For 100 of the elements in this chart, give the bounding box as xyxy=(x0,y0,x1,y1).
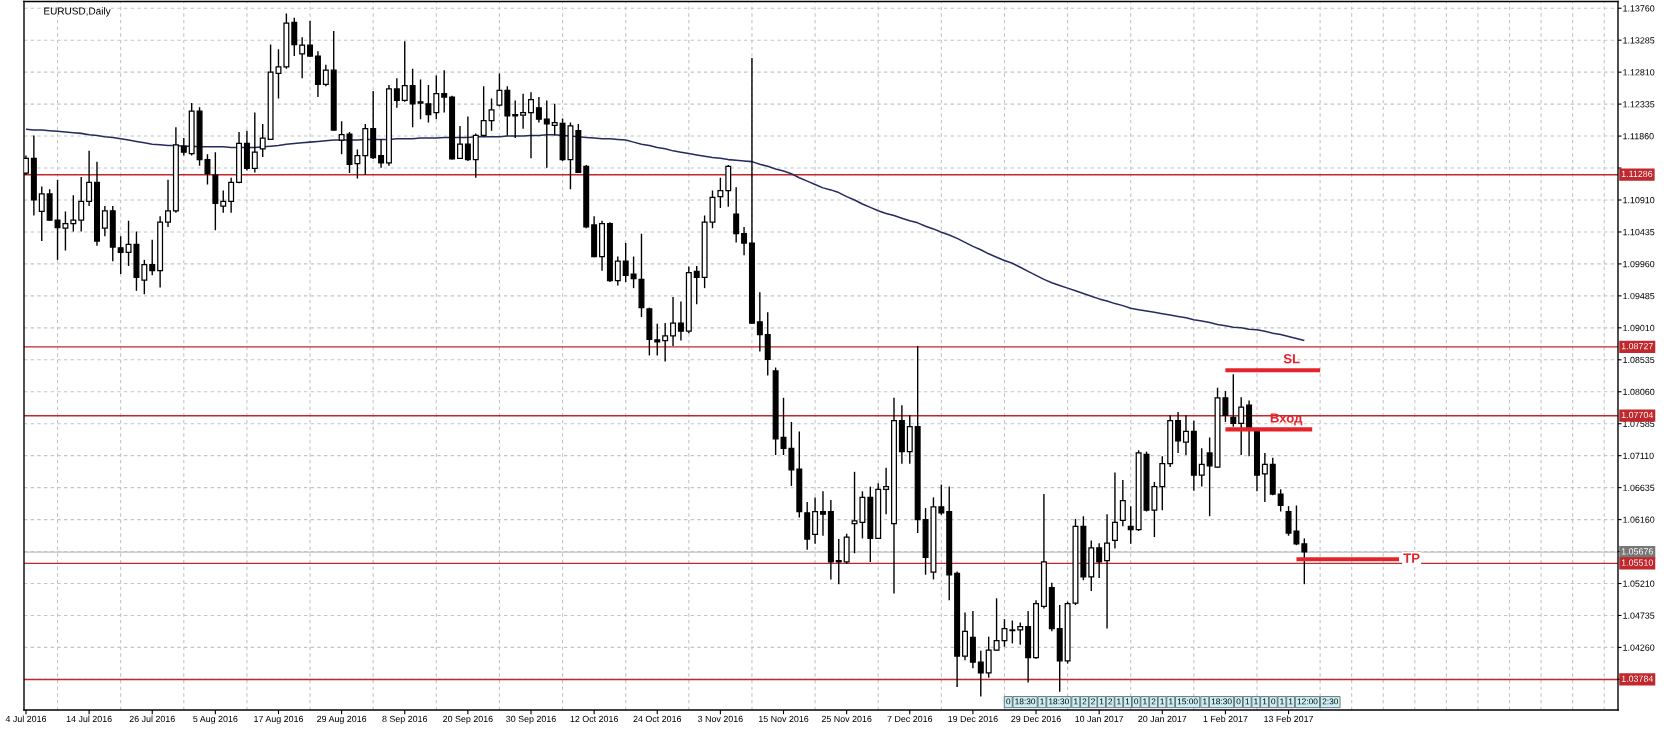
candlestick xyxy=(1119,479,1126,528)
annotation: 1 xyxy=(1262,698,1267,705)
candlestick xyxy=(1238,396,1245,456)
x-tick-label: 20 Jan 2017 xyxy=(1138,715,1187,723)
annotation: 18:30 xyxy=(1015,698,1036,705)
candlestick xyxy=(812,496,819,545)
candlestick xyxy=(1175,411,1182,454)
y-tick-label: 1.10435 xyxy=(1623,228,1655,236)
candlestick xyxy=(670,296,677,347)
candlestick xyxy=(117,235,124,275)
candlestick xyxy=(70,194,77,233)
ref-line-label: 1.05676 xyxy=(1621,548,1653,555)
y-tick-label: 1.11860 xyxy=(1623,133,1654,140)
ref-line-label: 1.03784 xyxy=(1621,675,1654,682)
y-tick-label: 1.13285 xyxy=(1623,37,1655,44)
candlestick xyxy=(1159,455,1166,511)
annotation: 0 xyxy=(1236,698,1241,705)
candlestick xyxy=(299,36,306,79)
annotation: 18:30 xyxy=(1211,698,1232,705)
candlestick xyxy=(662,322,669,363)
annotation: 15:00 xyxy=(1177,698,1198,705)
candlestick xyxy=(433,74,440,120)
candlestick xyxy=(1261,452,1268,503)
candlestick xyxy=(409,68,416,129)
y-tick-label: 1.08535 xyxy=(1623,356,1655,364)
candlestick xyxy=(259,123,266,158)
annotation: 1 xyxy=(1040,698,1044,705)
x-tick-label: 4 Jul 2016 xyxy=(5,715,47,723)
annotation: 2 xyxy=(1082,698,1087,705)
candlestick xyxy=(393,77,400,109)
candlestick xyxy=(654,323,661,357)
x-tick-label: 30 Sep 2016 xyxy=(506,715,556,724)
candlestick xyxy=(401,40,408,103)
annotation: 1 xyxy=(1160,698,1165,705)
annotation: 0 xyxy=(1006,698,1011,705)
candlestick xyxy=(488,97,495,132)
candlestick xyxy=(220,189,227,214)
candlestick xyxy=(543,99,550,169)
y-tick-label: 1.04260 xyxy=(1623,644,1655,651)
annotation: 0 xyxy=(1271,698,1276,705)
x-tick-label: 29 Aug 2016 xyxy=(317,715,367,724)
annotation: 1 xyxy=(1099,698,1104,705)
x-tick-label: 5 Aug 2016 xyxy=(193,715,238,724)
series-label: Вход xyxy=(1270,413,1303,426)
candlestick xyxy=(86,150,93,207)
candlestick xyxy=(819,490,826,537)
x-tick-label: 7 Dec 2016 xyxy=(887,715,933,723)
candlestick xyxy=(480,85,487,138)
annotation: 1 xyxy=(1203,698,1207,705)
annotation: 1 xyxy=(1245,698,1250,705)
x-tick-label: 10 Jan 2017 xyxy=(1075,715,1124,723)
candlestick xyxy=(496,72,503,108)
candlestick xyxy=(733,186,740,244)
y-tick-label: 1.09485 xyxy=(1623,292,1655,300)
y-tick-label: 1.07110 xyxy=(1623,452,1654,459)
candlestick xyxy=(551,103,558,137)
candlestick xyxy=(141,259,148,295)
x-tick-label: 13 Feb 2017 xyxy=(1264,715,1314,723)
annotation: 0 xyxy=(1134,698,1139,705)
x-tick-label: 29 Dec 2016 xyxy=(1011,715,1061,723)
candlestick xyxy=(985,635,992,679)
x-tick-label: 25 Nov 2016 xyxy=(821,715,872,723)
candlestick xyxy=(322,64,329,87)
candlestick xyxy=(1111,471,1118,550)
candlestick xyxy=(528,91,534,159)
x-tick-label: 8 Sep 2016 xyxy=(382,715,428,724)
y-tick-label: 1.13760 xyxy=(1623,5,1655,12)
candlestick xyxy=(251,111,258,174)
candlestick xyxy=(1182,414,1189,456)
annotation: 12:00 xyxy=(1297,698,1318,705)
x-tick-label: 24 Oct 2016 xyxy=(633,715,682,723)
y-tick-label: 1.10910 xyxy=(1623,197,1655,204)
candlestick xyxy=(693,265,700,305)
annotation: 18:30 xyxy=(1049,698,1069,705)
series-label: SL xyxy=(1283,354,1300,364)
annotation: 1 xyxy=(1125,698,1130,705)
candlestick xyxy=(677,300,684,342)
series-label: TP xyxy=(1403,553,1420,563)
annotation: 2 xyxy=(1151,698,1156,705)
annotation: 1 xyxy=(1288,698,1293,705)
candlestick xyxy=(614,255,621,287)
candlestick xyxy=(741,226,748,256)
y-tick-label: 1.07585 xyxy=(1623,420,1655,428)
y-tick-label: 1.09960 xyxy=(1623,260,1655,268)
x-tick-label: 12 Oct 2016 xyxy=(570,715,618,723)
candlestick xyxy=(291,16,298,57)
candlestick xyxy=(1277,488,1284,513)
text: EURUSD,Daily xyxy=(44,7,111,17)
x-tick-label: 14 Jul 2016 xyxy=(66,715,112,723)
annotation: 1 xyxy=(1117,698,1121,705)
candlestick xyxy=(1017,621,1024,646)
candlestick xyxy=(977,650,984,698)
ref-line-label: 1.07704 xyxy=(1621,411,1654,419)
candlestick xyxy=(1246,399,1253,458)
candlestick xyxy=(1104,513,1111,630)
ref-line-label: 1.08727 xyxy=(1621,342,1653,350)
y-tick-label: 1.12810 xyxy=(1623,69,1655,76)
annotation: 2:30 xyxy=(1322,698,1339,705)
candlestick xyxy=(520,92,527,130)
y-tick-label: 1.08060 xyxy=(1623,388,1655,396)
